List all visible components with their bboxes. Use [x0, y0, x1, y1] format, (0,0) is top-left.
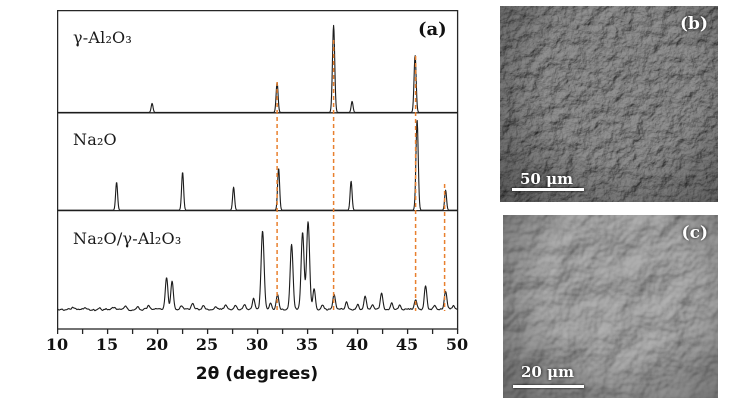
- scalebar-c: [513, 385, 584, 388]
- scalebar-b-text: 50 μm: [520, 170, 573, 188]
- series-label-gamma-alumina: γ-Al₂O₃: [73, 28, 132, 47]
- x-axis-tick-labels: 10 15 20 25 30 35 40 45 50: [46, 335, 468, 357]
- x-tick-label: 45: [395, 335, 419, 354]
- sem-b-vignette: [500, 6, 718, 202]
- series-label-na2o: Na₂O: [73, 130, 117, 149]
- panel-b-label: (b): [680, 14, 708, 34]
- x-tick-label: 30: [245, 335, 269, 354]
- sem-texture-c: [503, 215, 718, 398]
- x-tick-label: 40: [345, 335, 369, 354]
- scalebar-c-text: 20 μm: [521, 363, 574, 381]
- series-label-na2o-gamma-alumina: Na₂O/γ-Al₂O₃: [73, 229, 182, 248]
- scalebar-b: [512, 188, 584, 191]
- x-tick-label: 25: [195, 335, 219, 354]
- sem-image-c: (c) 20 μm: [503, 215, 718, 398]
- x-tick-label: 15: [95, 335, 119, 354]
- sem-image-b: (b) 50 μm: [500, 6, 718, 202]
- sem-texture-b: [500, 6, 718, 202]
- x-tick-label: 50: [445, 335, 469, 354]
- panel-c-label: (c): [681, 223, 708, 243]
- x-axis-title: 2θ (degrees): [195, 364, 319, 384]
- sem-c-vignette: [503, 215, 718, 398]
- x-tick-label: 10: [45, 335, 69, 354]
- xrd-panel: γ-Al₂O₃ Na₂O Na₂O/γ-Al₂O₃ (a) 10 15 20 25 30…: [46, 10, 468, 384]
- x-tick-label: 35: [295, 335, 319, 354]
- xrd-plot: [57, 10, 459, 334]
- x-tick-label: 20: [145, 335, 169, 354]
- panel-a-label: (a): [418, 19, 447, 40]
